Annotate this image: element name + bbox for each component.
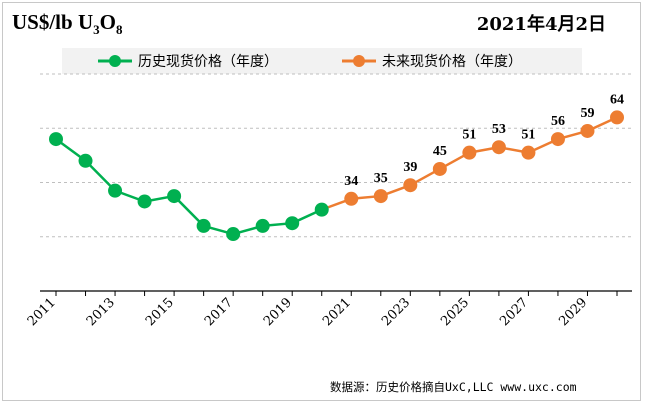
legend-swatch-future: [342, 55, 376, 67]
data-point-future: [432, 161, 447, 176]
unit-mid: O: [99, 10, 116, 34]
x-tick-label: 2015: [143, 295, 177, 329]
data-label: 39: [403, 160, 417, 175]
unit-subscript-3: 3: [93, 22, 100, 37]
data-point-historical: [78, 153, 93, 168]
x-tick-label: 2023: [379, 295, 413, 329]
legend-label-future: 未来现货价格（年度）: [382, 54, 522, 70]
x-tick-label: 2029: [556, 295, 590, 329]
data-point-historical: [285, 216, 300, 231]
legend-item-future: 未来现货价格（年度）: [340, 50, 522, 72]
series-line-historical: [55, 138, 323, 236]
x-tick-label: 2013: [84, 295, 118, 329]
legend: 历史现货价格（年度） 未来现货价格（年度）: [62, 48, 582, 74]
data-point-future: [550, 132, 565, 147]
data-point-future: [610, 110, 624, 125]
data-point-historical: [167, 189, 182, 204]
legend-label-historical: 历史现货价格（年度）: [138, 54, 278, 70]
data-label: 59: [580, 106, 594, 121]
x-tick-label: 2011: [25, 295, 59, 329]
unit-label: US$/lb U3O8: [12, 10, 123, 37]
data-label: 51: [462, 128, 476, 143]
data-point-historical: [255, 218, 270, 233]
data-label: 53: [492, 122, 506, 137]
x-tick-label: 2017: [202, 295, 236, 329]
data-point-historical: [226, 227, 241, 242]
data-point-historical: [137, 194, 152, 209]
data-point-historical: [49, 132, 63, 147]
x-tick-label: 2027: [497, 295, 531, 329]
data-point-future: [521, 145, 536, 160]
data-label: 56: [551, 114, 565, 129]
data-point-historical: [314, 202, 329, 217]
unit-prefix: US$/lb U: [12, 10, 94, 34]
data-point-future: [403, 178, 418, 193]
data-label: 51: [521, 128, 535, 143]
data-point-future: [344, 191, 359, 206]
x-tick-label: 2019: [261, 295, 295, 329]
chart-date: 2021年4月2日: [476, 14, 606, 35]
unit-subscript-8: 8: [115, 22, 123, 37]
legend-item-historical: 历史现货价格（年度）: [96, 50, 278, 72]
data-point-future: [373, 189, 388, 204]
data-point-future: [580, 123, 595, 138]
legend-swatch-historical: [98, 55, 132, 67]
data-label: 64: [610, 92, 624, 107]
data-label: 35: [374, 171, 388, 186]
source-note: 数据源：历史价格摘自UxC,LLC www.uxc.com: [330, 380, 577, 394]
data-label: 45: [433, 144, 447, 159]
data-point-historical: [196, 218, 211, 233]
data-point-historical: [108, 183, 123, 198]
data-label: 34: [344, 174, 358, 189]
x-tick-label: 2021: [320, 295, 354, 329]
data-point-future: [491, 140, 506, 155]
x-tick-label: 2025: [438, 295, 472, 329]
data-point-future: [462, 145, 477, 160]
